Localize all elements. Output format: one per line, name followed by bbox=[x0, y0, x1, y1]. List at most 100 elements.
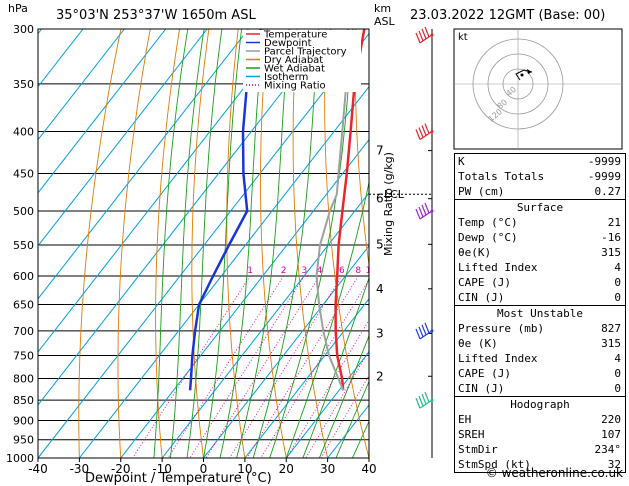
wind-barb-feather bbox=[421, 324, 427, 336]
wet-adiabat-line bbox=[153, 29, 189, 458]
hodo-row: StmDir 234° bbox=[458, 443, 621, 456]
surface-row: Temp (°C) 21 bbox=[458, 216, 621, 229]
index-row-k: K -9999 bbox=[458, 155, 621, 168]
pressure-tick-label: 650 bbox=[13, 299, 34, 312]
dewpoint-line bbox=[188, 29, 263, 391]
mixing-ratio-label: 1 bbox=[247, 266, 253, 276]
wind-barb-feather bbox=[415, 32, 421, 44]
wind-barb-dot bbox=[430, 130, 434, 134]
isotherm-line bbox=[244, 298, 369, 458]
mu-row: CAPE (J) 0 bbox=[458, 367, 621, 380]
pressure-tick-label: 950 bbox=[13, 434, 34, 447]
wind-barb-feather bbox=[418, 326, 424, 338]
x-axis-title: Dewpoint / Temperature (°C) bbox=[85, 471, 272, 486]
copyright: © weatheronline.co.uk bbox=[485, 466, 623, 480]
asl-label: ASL bbox=[374, 15, 395, 28]
index-row-pw: PW (cm) 0.27 bbox=[458, 185, 621, 198]
pressure-tick-label: 1000 bbox=[6, 452, 34, 465]
wet-adiabat-line bbox=[269, 29, 354, 458]
hodo-row: SREH 107 bbox=[458, 428, 621, 441]
mixing-ratio-line bbox=[286, 319, 369, 458]
wet-adiabat-line bbox=[335, 380, 369, 458]
wind-barb-icon bbox=[415, 202, 434, 220]
x-tick-label: 30 bbox=[320, 462, 335, 476]
wet-adiabat-line bbox=[252, 29, 320, 458]
isotherm-line bbox=[38, 29, 332, 406]
wind-barb-feather bbox=[418, 127, 424, 138]
pressure-tick-label: 600 bbox=[13, 270, 34, 283]
isotherm-line bbox=[203, 245, 369, 458]
legend-entry: Dewpoint bbox=[264, 38, 312, 49]
x-tick-label: -30 bbox=[70, 462, 90, 476]
legend-entry: Mixing Ratio bbox=[264, 81, 326, 92]
legend-entry: Dry Adiabat bbox=[264, 55, 323, 66]
mixing-ratio-line bbox=[246, 275, 359, 458]
isotherm-line bbox=[78, 85, 369, 458]
pressure-tick-label: 550 bbox=[13, 239, 34, 252]
surface-row: CAPE (J) 0 bbox=[458, 276, 621, 289]
wind-barb-icon bbox=[415, 123, 434, 141]
wet-adiabat-line bbox=[186, 29, 223, 458]
wind-barb-feather bbox=[415, 328, 421, 340]
pressure-tick-label: 350 bbox=[13, 78, 34, 91]
x-tick-label: 0 bbox=[200, 462, 208, 476]
km-tick-label: 3 bbox=[376, 326, 384, 340]
wind-barb-dot bbox=[430, 33, 434, 37]
mixing-ratio-label: 4 bbox=[317, 266, 323, 276]
mu-row: Lifted Index 4 bbox=[458, 352, 621, 365]
wind-barb-feather bbox=[418, 395, 424, 407]
wind-barb-icon bbox=[415, 26, 434, 44]
dry-adiabat-line bbox=[324, 29, 369, 458]
location-title: 35°03'N 253°37'W 1650m ASL bbox=[56, 8, 256, 23]
wet-adiabat-line bbox=[219, 29, 265, 458]
mixing-ratio-label: 2 bbox=[281, 266, 287, 276]
x-tick-label: -40 bbox=[28, 462, 48, 476]
hodo-row: EH 220 bbox=[458, 413, 621, 426]
x-tick-label: -10 bbox=[152, 462, 172, 476]
wind-barb-dot bbox=[430, 329, 434, 333]
legend-bg bbox=[243, 30, 361, 92]
wind-barb-dot bbox=[430, 209, 434, 213]
mixing-ratio-axis-title: Mixing Ratio (g/kg) bbox=[382, 152, 395, 256]
wet-adiabat-line bbox=[169, 29, 205, 458]
wind-barb-feather bbox=[424, 391, 430, 403]
pressure-tick-label: 900 bbox=[13, 414, 34, 427]
wind-barb-feather bbox=[424, 123, 430, 134]
most-unstable-title: Most Unstable bbox=[455, 305, 625, 321]
pressure-tick-label: 300 bbox=[13, 23, 34, 36]
isotherm-line bbox=[161, 191, 369, 458]
pressure-tick-label: 750 bbox=[13, 349, 34, 362]
surface-row: θe(K) 315 bbox=[458, 246, 621, 259]
hodograph-arrow-icon bbox=[527, 69, 532, 74]
storm-motion-marker bbox=[520, 73, 524, 77]
mu-row: Pressure (mb) 827 bbox=[458, 322, 621, 335]
wet-adiabat-line bbox=[203, 29, 243, 458]
pressure-tick-label: 500 bbox=[13, 205, 34, 218]
isotherm-line bbox=[38, 29, 249, 300]
wind-barb-feather bbox=[424, 26, 430, 38]
surface-title: Surface bbox=[455, 199, 625, 215]
mu-row: CIN (J) 0 bbox=[458, 382, 621, 395]
wind-barb-icon bbox=[415, 322, 434, 340]
x-tick-label: 20 bbox=[279, 462, 294, 476]
pressure-tick-label: 700 bbox=[13, 325, 34, 338]
km-tick-label: 5 bbox=[376, 237, 384, 251]
wind-barb-icon bbox=[415, 391, 434, 409]
surface-row: CIN (J) 0 bbox=[458, 291, 621, 304]
mixing-ratio-label: 6 bbox=[339, 266, 345, 276]
dry-adiabat-line bbox=[117, 29, 151, 458]
isotherm-line bbox=[38, 32, 369, 458]
dry-adiabat-line bbox=[191, 29, 210, 458]
mixing-ratio-line bbox=[260, 278, 369, 458]
pressure-tick-label: 400 bbox=[13, 126, 34, 139]
mixing-ratio-line bbox=[229, 275, 343, 458]
km-tick-label: 4 bbox=[376, 282, 384, 296]
dry-adiabat-line bbox=[155, 29, 181, 458]
legend-entry: Isotherm bbox=[264, 72, 308, 83]
indices-table: K -9999 Totals Totals -9999 PW (cm) 0.27 Su… bbox=[454, 153, 626, 473]
hodograph-unit-label: kt bbox=[458, 32, 468, 43]
mixing-ratio-line bbox=[205, 275, 320, 458]
hodograph-frame bbox=[453, 28, 623, 150]
wind-barb-feather bbox=[415, 397, 421, 409]
km-tick-label: 6 bbox=[376, 192, 384, 206]
